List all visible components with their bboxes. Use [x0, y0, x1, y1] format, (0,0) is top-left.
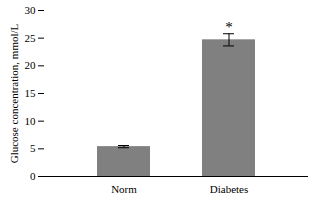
svg-text:Diabetes: Diabetes	[210, 183, 248, 195]
svg-text:25: 25	[25, 32, 37, 44]
svg-text:Glucose concentration, mmol/L: Glucose concentration, mmol/L	[8, 23, 20, 163]
svg-text:Norm: Norm	[111, 183, 137, 195]
svg-text:*: *	[225, 19, 233, 35]
svg-text:10: 10	[25, 115, 37, 127]
svg-text:30: 30	[25, 4, 37, 16]
svg-text:0: 0	[30, 170, 36, 182]
svg-text:15: 15	[25, 87, 37, 99]
svg-text:5: 5	[30, 142, 36, 154]
svg-text:20: 20	[25, 59, 37, 71]
